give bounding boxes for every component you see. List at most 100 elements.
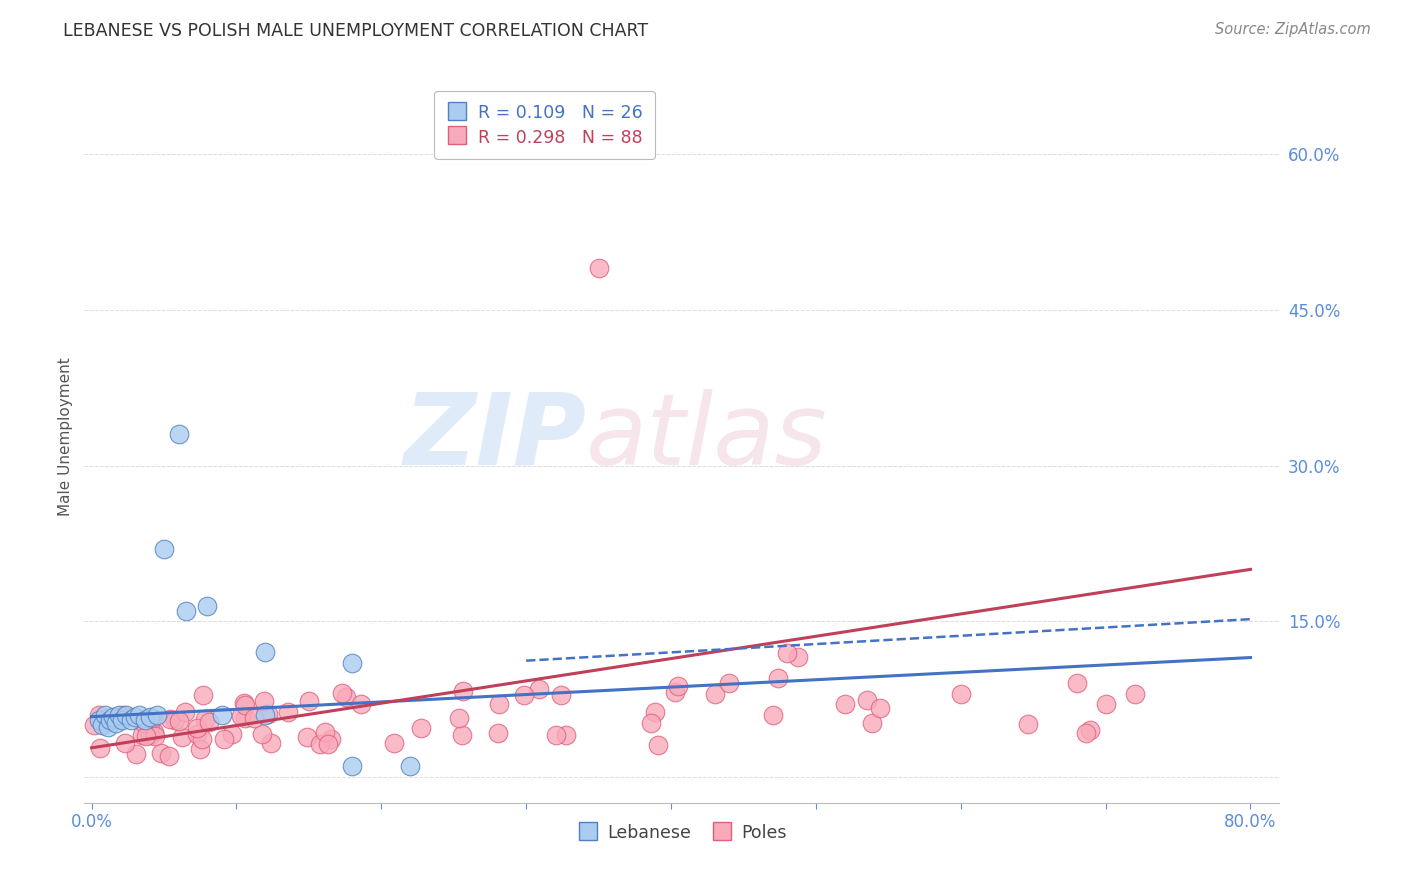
Point xyxy=(143,729,166,743)
Point xyxy=(786,650,808,665)
Point xyxy=(135,730,157,744)
Point xyxy=(399,759,422,773)
Point xyxy=(128,707,150,722)
Point xyxy=(87,713,110,727)
Point xyxy=(640,716,662,731)
Point xyxy=(186,727,208,741)
Point xyxy=(159,712,181,726)
Point xyxy=(134,713,156,727)
Point xyxy=(316,737,339,751)
Point xyxy=(488,698,510,712)
Point xyxy=(96,720,118,734)
Point xyxy=(860,715,883,730)
Point xyxy=(138,728,160,742)
Legend: Lebanese, Poles: Lebanese, Poles xyxy=(571,816,793,849)
Point xyxy=(211,707,233,722)
Point xyxy=(105,715,128,730)
Point xyxy=(546,729,568,743)
Point xyxy=(150,746,173,760)
Point xyxy=(834,698,856,712)
Point xyxy=(96,715,118,730)
Point xyxy=(229,709,252,723)
Y-axis label: Male Unemployment: Male Unemployment xyxy=(58,358,73,516)
Point xyxy=(190,732,212,747)
Point xyxy=(90,718,112,732)
Point xyxy=(717,676,740,690)
Point xyxy=(165,713,187,727)
Point xyxy=(554,728,576,742)
Point xyxy=(766,671,789,685)
Point xyxy=(856,693,879,707)
Point xyxy=(242,711,264,725)
Point xyxy=(588,261,610,276)
Point xyxy=(124,709,146,723)
Point xyxy=(342,656,364,670)
Text: LEBANESE VS POLISH MALE UNEMPLOYMENT CORRELATION CHART: LEBANESE VS POLISH MALE UNEMPLOYMENT COR… xyxy=(63,22,648,40)
Point xyxy=(350,698,373,712)
Point xyxy=(319,732,342,747)
Point xyxy=(131,728,153,742)
Point xyxy=(193,688,215,702)
Point xyxy=(125,747,148,762)
Text: atlas: atlas xyxy=(586,389,828,485)
Point xyxy=(111,707,134,722)
Point xyxy=(103,709,125,723)
Point xyxy=(949,687,972,701)
Point xyxy=(295,730,318,744)
Point xyxy=(644,705,666,719)
Point xyxy=(153,541,176,556)
Point xyxy=(107,711,129,725)
Point xyxy=(450,728,472,742)
Point xyxy=(212,731,235,746)
Point xyxy=(174,604,197,618)
Point xyxy=(114,736,136,750)
Point xyxy=(1123,687,1146,701)
Point xyxy=(253,694,276,708)
Point xyxy=(1078,723,1101,737)
Point xyxy=(775,646,797,660)
Point xyxy=(157,748,180,763)
Point xyxy=(330,686,353,700)
Point xyxy=(120,713,142,727)
Point xyxy=(449,711,471,725)
Point xyxy=(170,730,193,744)
Point xyxy=(89,713,111,727)
Point xyxy=(115,707,138,722)
Point xyxy=(197,599,219,613)
Point xyxy=(703,687,725,701)
Point xyxy=(486,726,509,740)
Point xyxy=(167,427,190,442)
Point xyxy=(256,707,278,722)
Point xyxy=(260,736,283,750)
Point xyxy=(1017,717,1039,731)
Point xyxy=(869,701,891,715)
Point xyxy=(647,738,669,752)
Point xyxy=(527,682,550,697)
Point xyxy=(100,713,122,727)
Point xyxy=(167,714,190,728)
Point xyxy=(298,694,321,708)
Point xyxy=(314,724,336,739)
Point xyxy=(221,727,243,741)
Point xyxy=(335,690,357,704)
Point xyxy=(512,689,534,703)
Point xyxy=(252,727,274,741)
Point xyxy=(254,645,277,659)
Point xyxy=(197,714,219,729)
Point xyxy=(132,715,155,730)
Point xyxy=(1076,726,1098,740)
Point xyxy=(666,679,689,693)
Text: ZIP: ZIP xyxy=(404,389,586,485)
Point xyxy=(550,689,572,703)
Point xyxy=(232,696,254,710)
Point xyxy=(93,707,115,722)
Text: Source: ZipAtlas.com: Source: ZipAtlas.com xyxy=(1215,22,1371,37)
Point xyxy=(186,721,208,735)
Point xyxy=(111,713,134,727)
Point xyxy=(309,737,332,751)
Point xyxy=(409,721,432,735)
Point xyxy=(146,707,169,722)
Point xyxy=(1094,698,1116,712)
Point xyxy=(89,741,111,756)
Point xyxy=(194,712,217,726)
